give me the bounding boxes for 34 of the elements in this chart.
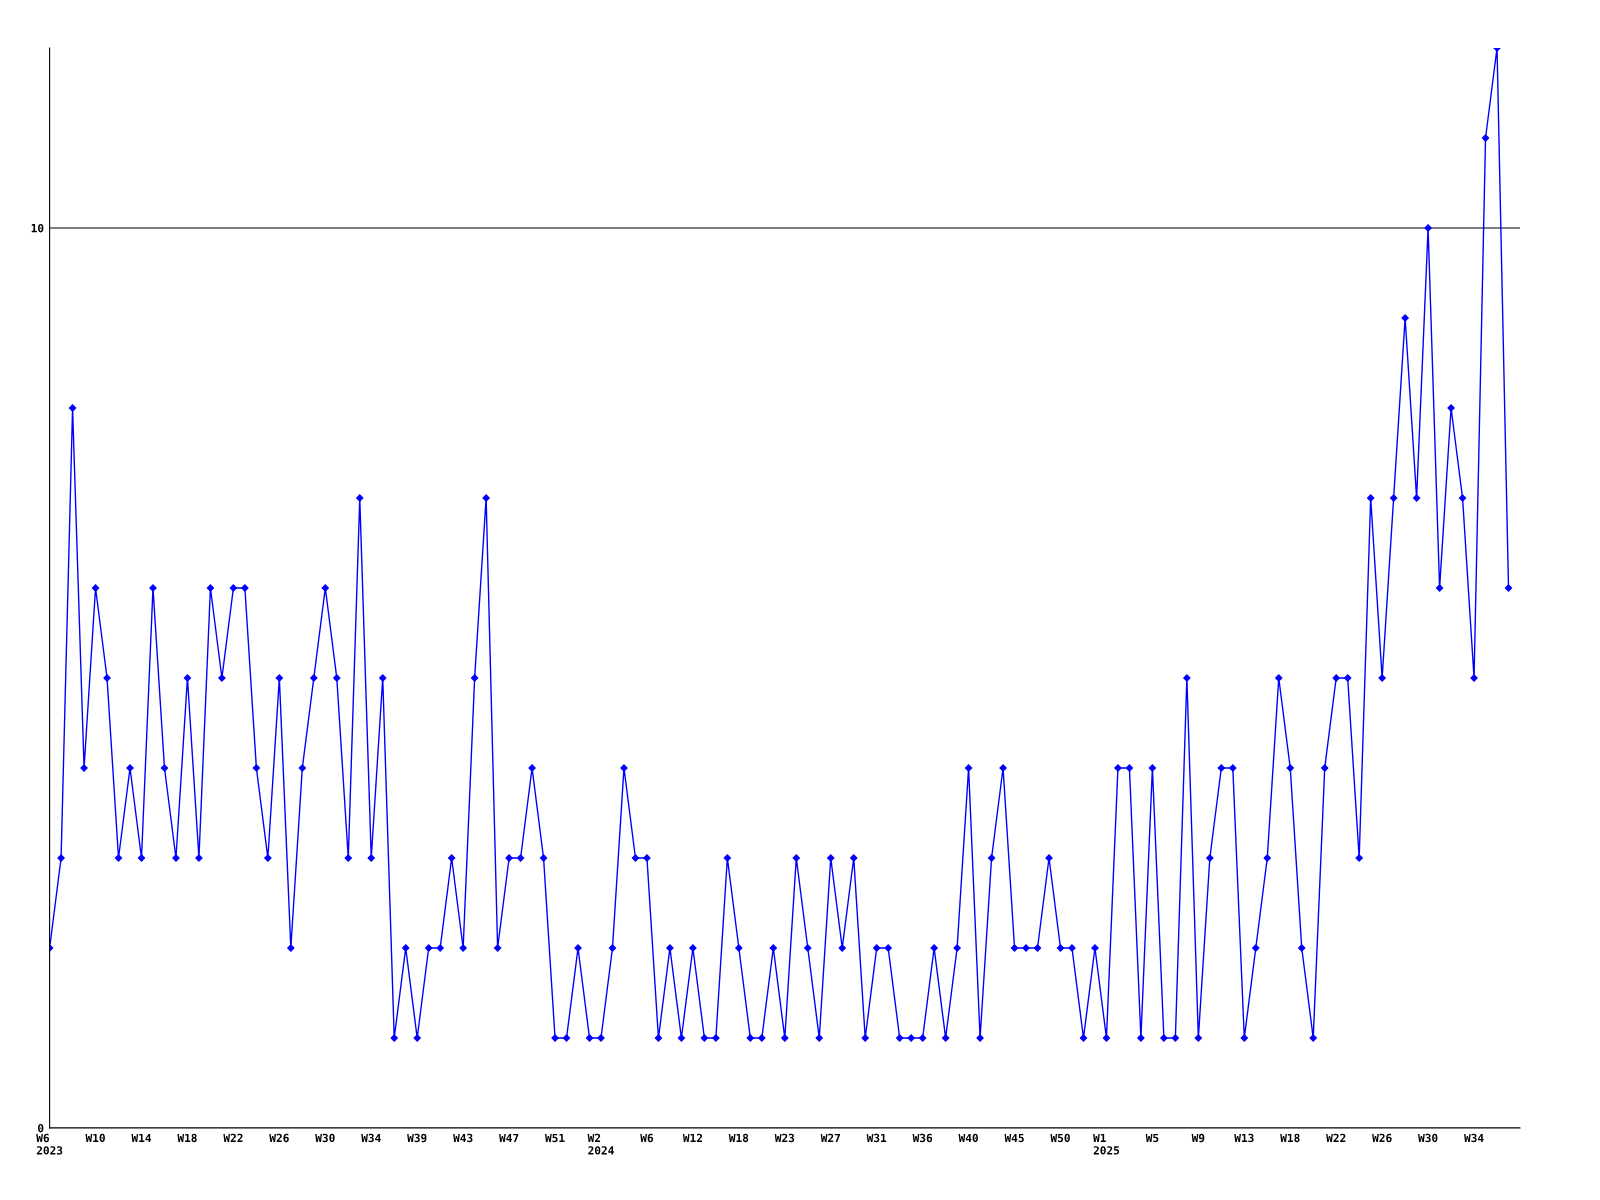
x-tick-label: W34 <box>361 1133 381 1143</box>
x-tick-label: W47 <box>499 1133 519 1142</box>
x-tick-label: W51 <box>545 1133 565 1143</box>
x-tick-label: W30 <box>1418 1133 1438 1143</box>
x-tick-label: W14 <box>131 1133 152 1142</box>
x-tick-label: W26 <box>269 1133 289 1143</box>
x-tick-label: W2 2024 <box>587 1133 614 1155</box>
x-tick-label: W13 <box>1234 1133 1254 1143</box>
x-tick-label: W45 <box>1004 1133 1024 1143</box>
x-tick-label: W50 <box>1050 1133 1070 1143</box>
x-tick-label: W26 <box>1372 1133 1392 1143</box>
x-tick-label: W40 <box>958 1133 978 1143</box>
x-tick-label: W27 <box>820 1133 840 1142</box>
x-tick-label: W12 <box>682 1133 703 1142</box>
x-tick-label: W36 <box>912 1133 933 1143</box>
x-tick-label: W18 <box>728 1133 749 1143</box>
x-tick-label: W5 <box>1145 1133 1159 1143</box>
x-tick-label: W18 <box>177 1133 197 1143</box>
x-tick-label: W39 <box>407 1133 427 1143</box>
x-tick-label: W10 <box>85 1133 105 1143</box>
x-tick-label: W22 <box>1326 1133 1346 1142</box>
x-tick-label: W6 <box>640 1133 654 1143</box>
x-tick-label: W6 2023 <box>36 1133 63 1155</box>
x-tick-label: W9 <box>1191 1133 1205 1143</box>
x-tick-label: W30 <box>315 1133 335 1143</box>
y-tick-label: 10 <box>31 223 44 233</box>
x-tick-label: W23 <box>774 1133 795 1143</box>
x-tick-label: W31 <box>866 1133 887 1143</box>
y-tick-label: 0 <box>38 1123 44 1133</box>
x-tick-label: W1 2025 <box>1093 1133 1120 1155</box>
x-tick-label: W18 <box>1280 1133 1300 1143</box>
x-tick-label: W34 <box>1464 1133 1484 1143</box>
x-tick-label: W43 <box>453 1133 473 1143</box>
x-tick-label: W22 <box>223 1133 243 1142</box>
